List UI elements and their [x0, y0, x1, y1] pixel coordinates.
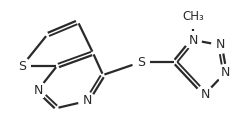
- Text: N: N: [188, 34, 198, 47]
- Text: N: N: [82, 94, 92, 108]
- Text: S: S: [18, 59, 26, 72]
- Text: S: S: [137, 56, 145, 69]
- Text: N: N: [33, 83, 43, 97]
- Text: CH₃: CH₃: [182, 10, 204, 23]
- Text: N: N: [200, 88, 210, 100]
- Text: N: N: [215, 39, 225, 51]
- Text: N: N: [220, 67, 230, 80]
